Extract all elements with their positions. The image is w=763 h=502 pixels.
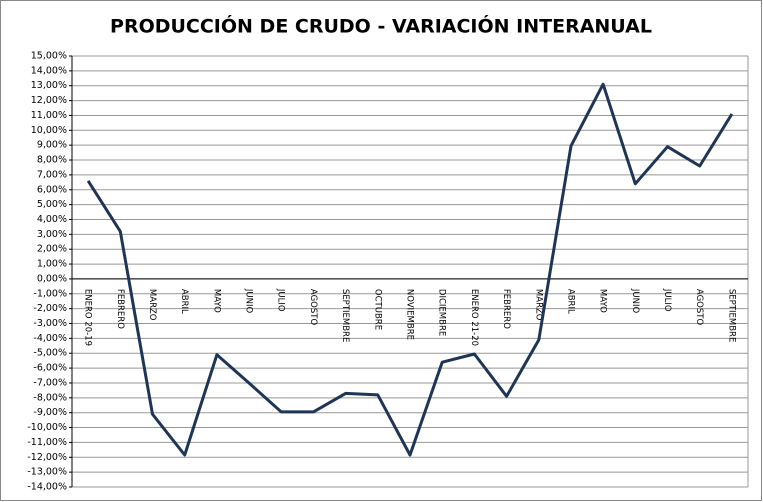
x-tick-label: AGOSTO xyxy=(308,289,318,326)
y-tick-label: -5,00% xyxy=(33,348,67,359)
y-tick-label: -6,00% xyxy=(33,363,67,374)
y-tick-label: 8,00% xyxy=(37,155,67,166)
y-tick-label: -12,00% xyxy=(27,452,67,463)
x-tick-label: DICIEMBRE xyxy=(437,289,447,336)
y-tick-label: 6,00% xyxy=(37,184,67,195)
y-tick-label: 7,00% xyxy=(37,169,67,180)
data-line xyxy=(86,82,734,457)
x-tick-label: SEPTIEMBRE xyxy=(340,289,350,342)
y-tick-label: -2,00% xyxy=(33,303,67,314)
y-tick-label: -8,00% xyxy=(33,392,67,403)
y-tick-label: 5,00% xyxy=(37,199,67,210)
x-tick-label: MARZO xyxy=(147,289,157,321)
y-tick-label: -4,00% xyxy=(33,333,67,344)
y-tick-label: -7,00% xyxy=(33,377,67,388)
y-tick-label: 4,00% xyxy=(37,214,67,225)
x-tick-label: JUNIO xyxy=(244,288,254,314)
y-tick-label: 14,00% xyxy=(31,65,67,76)
y-tick-label: -10,00% xyxy=(27,422,67,433)
x-tick-label: MAYO xyxy=(598,289,608,313)
y-tick-label: 10,00% xyxy=(31,125,67,136)
y-tick-label: 12,00% xyxy=(31,95,67,106)
x-tick-label: JUNIO xyxy=(630,288,640,314)
x-tick-label: NOVIEMBRE xyxy=(405,289,415,340)
y-tick-label: 13,00% xyxy=(31,80,67,91)
y-tick-label: -11,00% xyxy=(27,437,67,448)
x-tick-label: ABRIL xyxy=(179,289,189,314)
y-tick-label: 11,00% xyxy=(31,110,67,121)
y-tick-label: 1,00% xyxy=(37,259,67,270)
x-tick-label: SEPTIEMBRE xyxy=(726,289,736,342)
chart-title: PRODUCCIÓN DE CRUDO - VARIACIÓN INTERANU… xyxy=(110,14,652,38)
y-tick-label: -3,00% xyxy=(33,318,67,329)
x-tick-label: MARZO xyxy=(533,289,543,321)
y-tick-label: -9,00% xyxy=(33,407,67,418)
x-tick-label: ENERO 21-20 xyxy=(469,289,479,346)
x-tick-label: JULIO xyxy=(662,288,672,312)
y-tick-label: 15,00% xyxy=(31,51,67,62)
y-tick-label: -13,00% xyxy=(27,467,67,478)
x-tick-label: MAYO xyxy=(211,289,221,313)
x-tick-label: ENERO 20-19 xyxy=(83,289,93,346)
x-tick-label: FEBRERO xyxy=(115,289,125,329)
y-tick-label: 0,00% xyxy=(37,273,67,284)
x-tick-label: JULIO xyxy=(276,288,286,312)
x-tick-label: FEBRERO xyxy=(501,289,511,329)
x-tick-label: ABRIL xyxy=(565,289,575,314)
y-tick-label: -1,00% xyxy=(33,288,67,299)
y-tick-label: 9,00% xyxy=(37,140,67,151)
x-tick-label: AGOSTO xyxy=(694,289,704,326)
y-tick-label: 2,00% xyxy=(37,244,67,255)
x-tick-label: OCTUBRE xyxy=(372,289,382,330)
y-tick-label: -14,00% xyxy=(27,482,67,493)
y-tick-label: 3,00% xyxy=(37,229,67,240)
